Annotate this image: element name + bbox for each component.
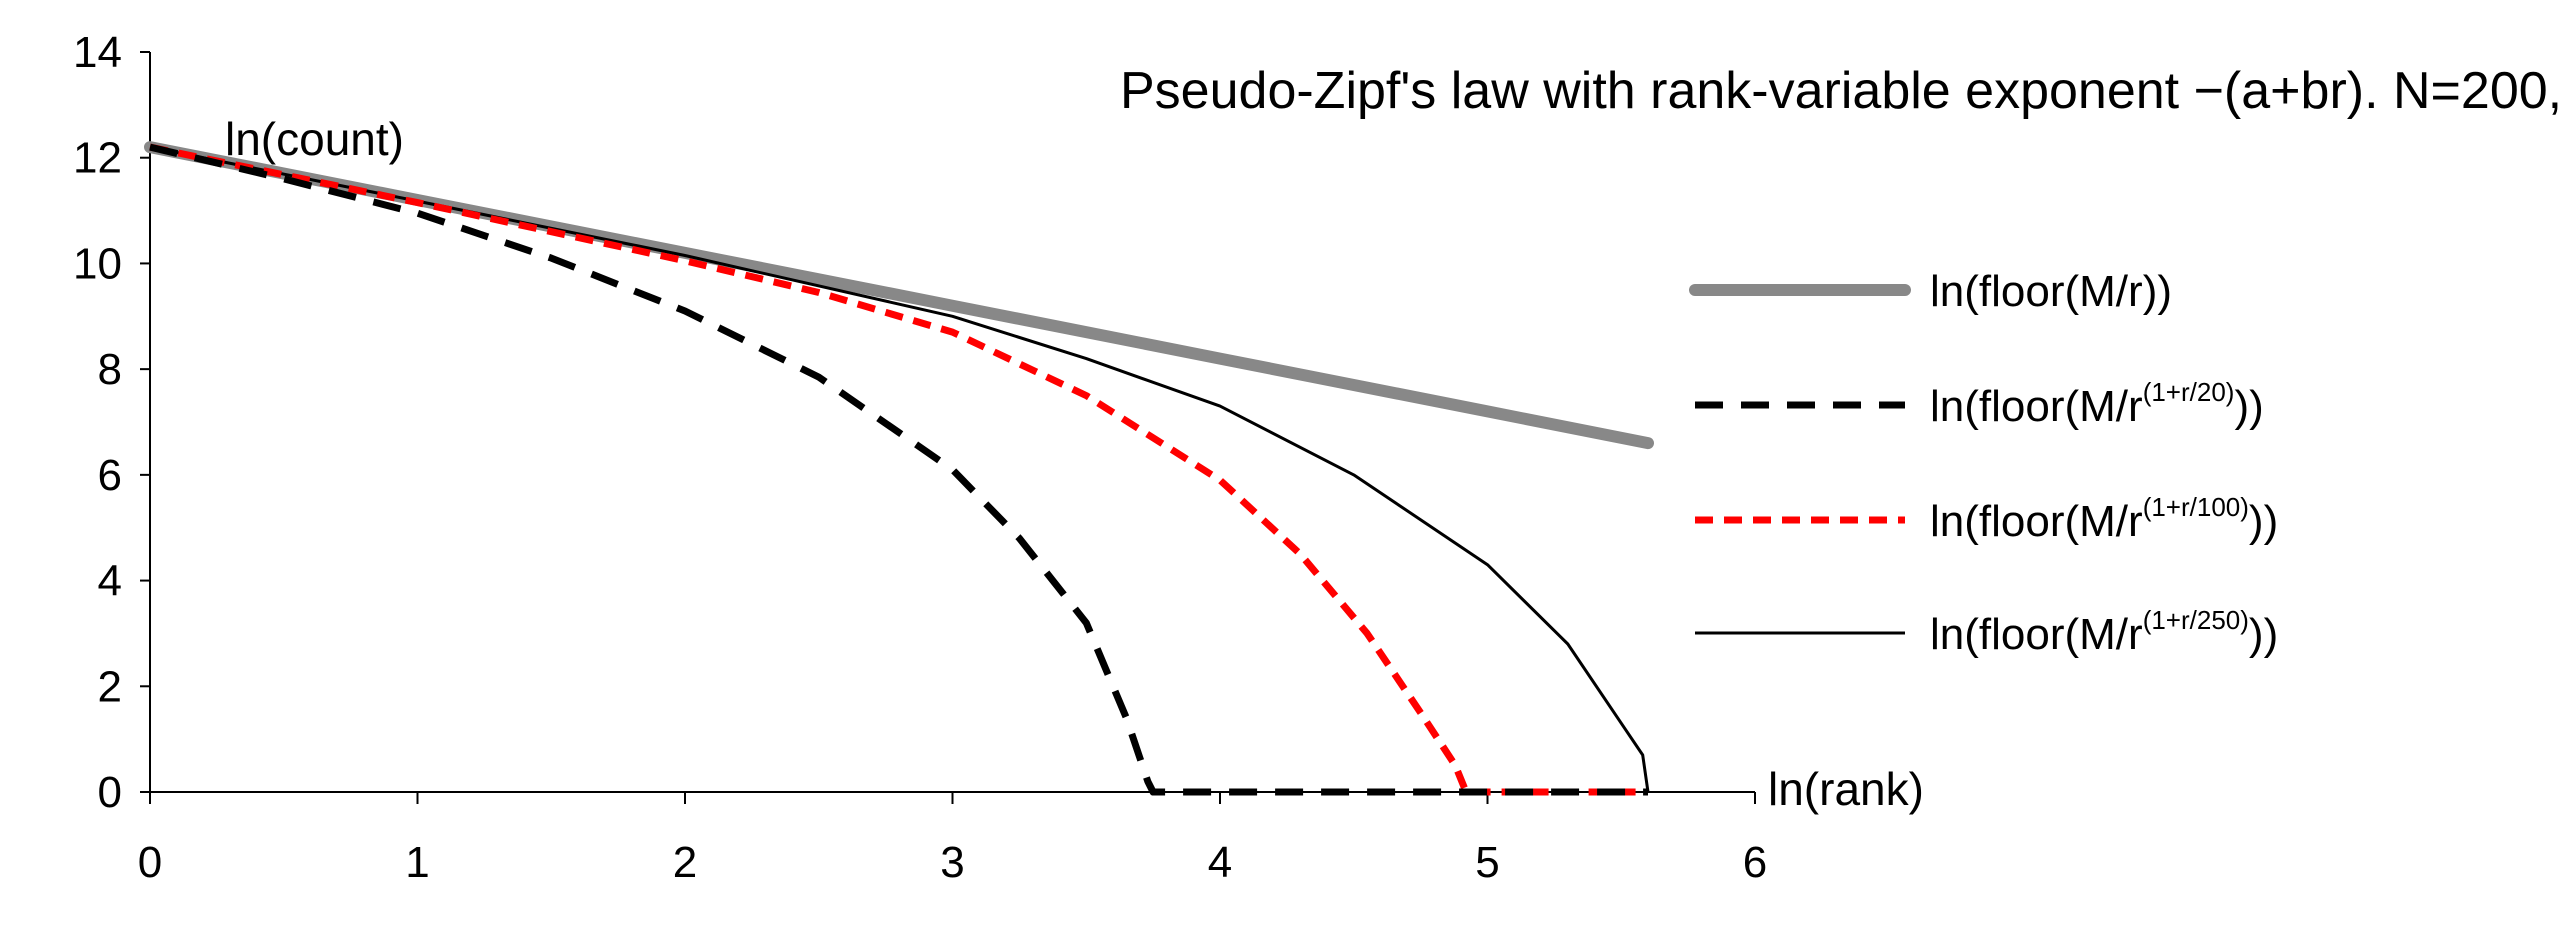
legend-label-2: ln(floor(M/r(1+r/100))) <box>1930 492 2278 546</box>
series-line-2 <box>149 143 1648 796</box>
legend: ln(floor(M/r)) ln(floor(M/r(1+r/20))) ln(f… <box>1689 267 2278 659</box>
x-axis-title: ln(rank) <box>1768 763 1924 815</box>
x-tick-label: 5 <box>1475 838 1499 887</box>
x-tick-label: 4 <box>1208 838 1232 887</box>
y-tick-label: 6 <box>98 451 122 500</box>
y-tick-label: 10 <box>73 239 122 288</box>
y-tick-label: 12 <box>73 134 122 183</box>
series-line-1 <box>149 143 1648 796</box>
y-tick-label: 2 <box>98 662 122 711</box>
series-line-3 <box>149 145 1650 793</box>
plot-area <box>144 141 1654 796</box>
y-tick-label: 8 <box>98 345 122 394</box>
legend-label-3: ln(floor(M/r(1+r/250))) <box>1930 605 2278 659</box>
x-tick-label: 3 <box>940 838 964 887</box>
x-tick-label: 2 <box>673 838 697 887</box>
y-tick-label: 14 <box>73 28 122 77</box>
x-tick-label: 6 <box>1743 838 1767 887</box>
x-tick-label: 1 <box>405 838 429 887</box>
legend-label-0: ln(floor(M/r)) <box>1930 267 2172 316</box>
legend-label-1: ln(floor(M/r(1+r/20))) <box>1930 377 2264 431</box>
y-axis-title: ln(count) <box>225 113 404 165</box>
chart-title: Pseudo-Zipf's law with rank-variable exp… <box>1120 62 2562 120</box>
y-tick-label: 0 <box>98 768 122 817</box>
y-tick-label: 4 <box>98 557 122 606</box>
x-tick-label: 0 <box>138 838 162 887</box>
